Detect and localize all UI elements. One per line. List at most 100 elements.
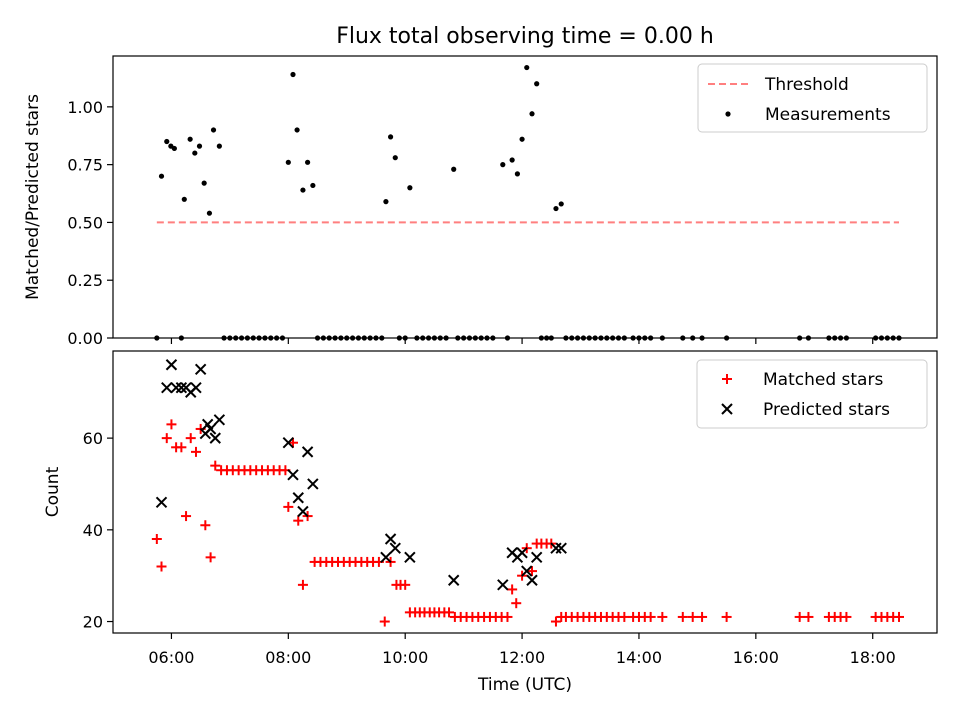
matched-star-point	[176, 442, 187, 453]
measurement-point	[392, 155, 398, 161]
measurement-point	[383, 199, 389, 205]
measurement-point	[604, 335, 610, 341]
measurement-point	[227, 335, 233, 341]
count-legend: Matched stars Predicted stars	[696, 359, 928, 429]
predicted-star-point	[555, 542, 567, 554]
ratio-y-axis-label: Matched/Predicted stars	[23, 94, 43, 300]
measurement-point	[630, 335, 636, 341]
ratio-legend-box	[697, 63, 928, 133]
ratio-y-tick-label: 0.75	[67, 156, 103, 175]
measurement-point	[367, 335, 373, 341]
measurement-point	[659, 335, 665, 341]
matched-star-point	[283, 501, 294, 512]
measurement-point	[387, 134, 394, 140]
measurement-point	[443, 335, 449, 341]
measurement-point	[290, 71, 296, 78]
measurement-point	[724, 335, 730, 341]
ratio-y-tick-label: 1.00	[67, 98, 103, 117]
measurement-point	[305, 159, 311, 165]
measurement-point	[890, 335, 896, 341]
measurement-point	[274, 335, 280, 341]
predicted-points	[155, 359, 567, 591]
predicted-star-point	[550, 542, 562, 554]
matched-star-point	[645, 611, 656, 622]
measurement-point	[648, 335, 654, 341]
measurement-point	[187, 136, 193, 142]
measurement-point	[178, 335, 184, 341]
legend-threshold-label: Threshold	[764, 75, 849, 95]
measurement-point	[586, 335, 592, 341]
measurement-point	[192, 150, 198, 156]
ratio-panel: 0.00 0.25 0.50 0.75 1.00 Matched/Predicted s…	[23, 55, 938, 348]
measurement-point	[805, 335, 812, 341]
predicted-star-point	[307, 478, 319, 490]
measurement-point	[478, 335, 484, 341]
predicted-star-point	[516, 547, 528, 559]
measurement-point	[250, 335, 256, 341]
count-panel-frame	[112, 350, 938, 634]
predicted-star-point	[165, 359, 178, 371]
measurement-point	[534, 81, 540, 87]
predicted-star-point	[530, 551, 543, 564]
measurement-point	[158, 173, 165, 179]
measurement-point	[285, 159, 291, 165]
predicted-star-point	[301, 446, 314, 458]
measurement-point	[574, 335, 581, 341]
measurement-point	[472, 335, 478, 341]
predicted-star-point	[170, 381, 182, 394]
measurement-point	[332, 335, 338, 341]
count-y-tick-label: 20	[83, 613, 103, 632]
measurement-point	[610, 335, 616, 341]
measurement-point	[420, 335, 426, 341]
matched-star-point	[803, 611, 814, 622]
measurement-point	[201, 180, 207, 186]
measurement-point	[402, 335, 408, 341]
measurement-point	[414, 335, 420, 341]
measurement-point	[826, 335, 832, 341]
predicted-star-point	[497, 579, 509, 591]
measurement-point	[407, 185, 413, 191]
matched-star-point	[400, 579, 411, 590]
measurement-point	[294, 127, 300, 133]
measurement-point	[268, 335, 274, 341]
measurement-point	[878, 335, 885, 341]
measurement-point	[580, 335, 587, 341]
measurement-point	[484, 335, 490, 341]
matched-star-point	[205, 552, 216, 563]
count-y-ticks: 20 40 60	[83, 429, 113, 632]
measurement-point	[553, 205, 559, 212]
matched-star-point	[502, 611, 513, 622]
matched-star-point	[841, 611, 852, 622]
measurement-point	[431, 335, 438, 341]
measurement-point	[310, 182, 316, 189]
measurement-point	[797, 335, 803, 341]
matched-star-point	[619, 611, 630, 622]
predicted-star-point	[287, 469, 299, 481]
measurement-point	[164, 138, 170, 145]
measurement-point	[524, 64, 530, 71]
count-x-tick-label: 10:00	[382, 648, 428, 667]
matched-star-point	[185, 433, 196, 444]
measurement-point	[504, 335, 511, 341]
predicted-star-point	[282, 437, 295, 449]
measurement-point	[699, 335, 705, 341]
count-x-tick-label: 16:00	[733, 648, 779, 667]
count-panel: 20 40 60 06:00 08:00 10:00 12:00 14:00 16:00 18:…	[43, 350, 938, 695]
count-x-tick-label: 18:00	[850, 648, 896, 667]
legend-measurements-label: Measurements	[765, 105, 891, 125]
measurement-point	[350, 335, 356, 341]
matched-star-point	[161, 433, 172, 444]
predicted-star-point	[155, 496, 168, 509]
predicted-star-point	[380, 551, 392, 564]
matched-star-point	[687, 611, 698, 622]
predicted-star-point	[526, 574, 538, 586]
count-y-tick-label: 40	[83, 521, 103, 540]
measurement-point	[379, 335, 385, 341]
matched-star-point	[444, 607, 455, 618]
measurement-point	[154, 335, 160, 341]
measurement-point	[326, 335, 332, 341]
measurement-point	[548, 335, 554, 341]
predicted-star-point	[292, 492, 304, 504]
matched-star-point	[166, 419, 177, 430]
measurement-point	[563, 335, 569, 341]
